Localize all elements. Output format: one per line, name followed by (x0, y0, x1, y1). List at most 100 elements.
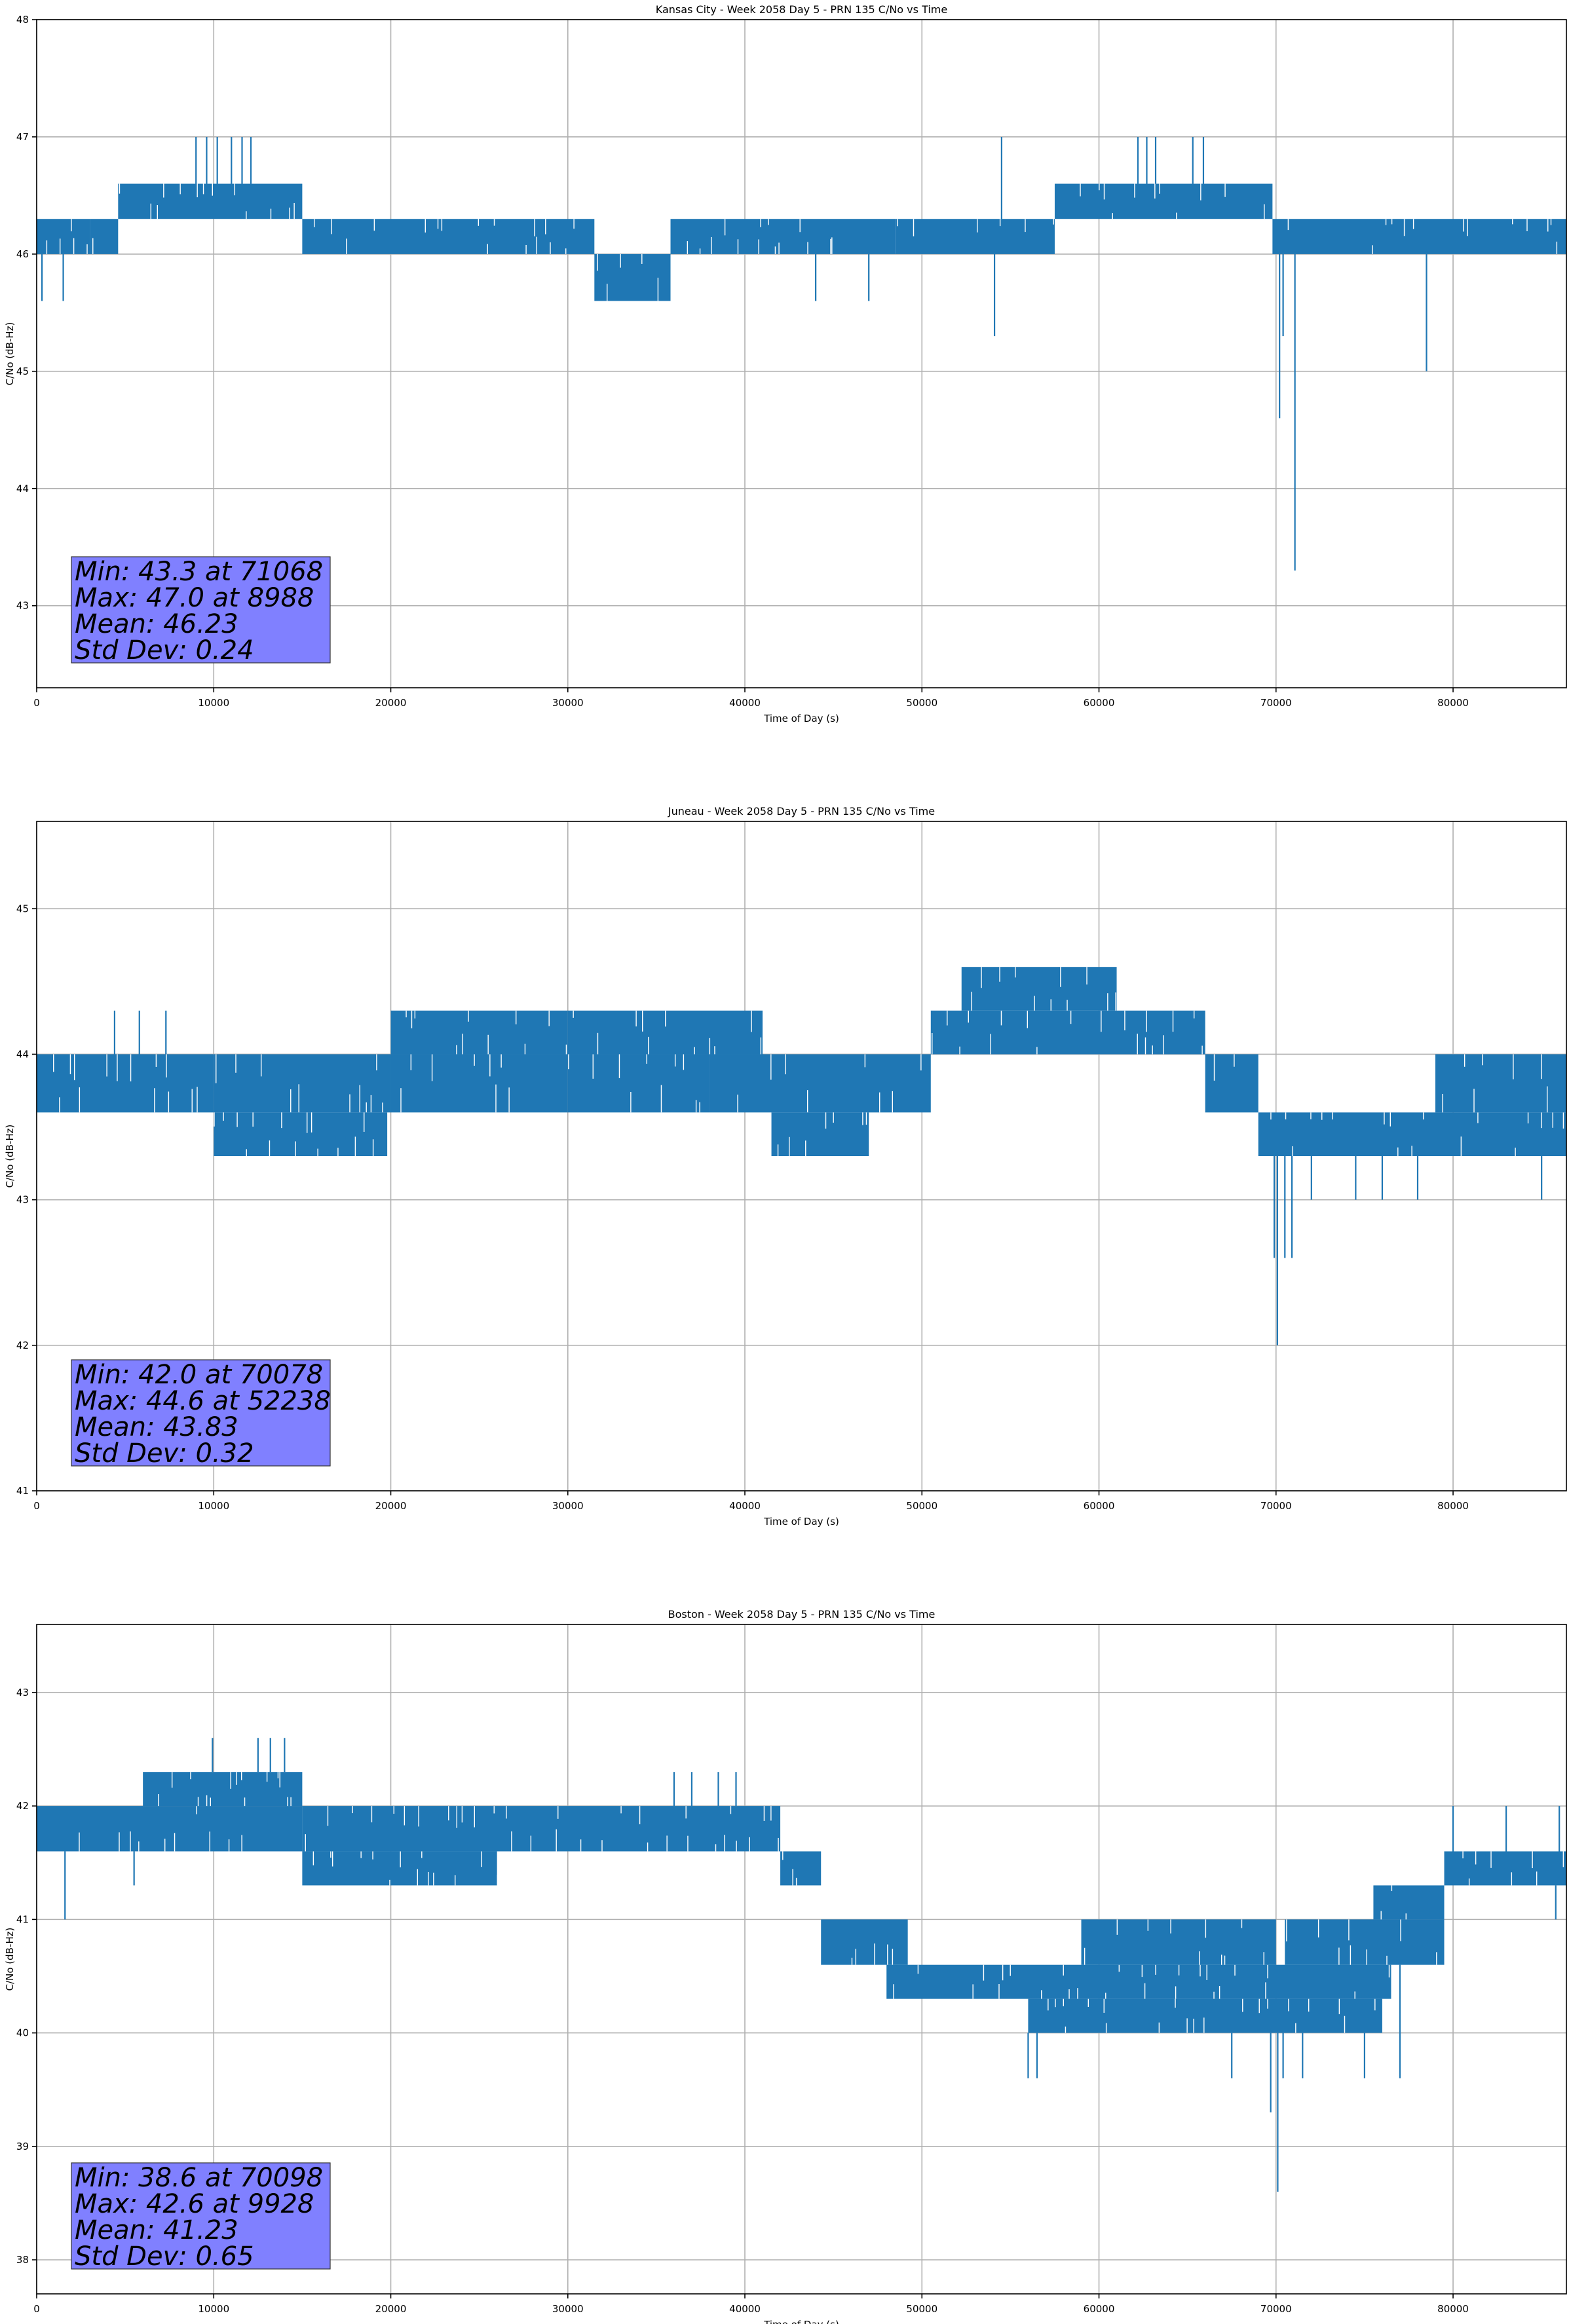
data-band (302, 1851, 497, 1886)
band-gap (404, 1806, 406, 1826)
y-tick-label: 48 (16, 14, 29, 26)
band-gap (1270, 1112, 1272, 1120)
band-gap (1462, 1851, 1464, 1859)
band-gap (1400, 1919, 1401, 1941)
band-gap (360, 1851, 362, 1858)
stats-line: Max: 44.6 at 52238 (75, 1386, 331, 1416)
band-gap (305, 1834, 306, 1852)
band-gap (642, 1010, 643, 1032)
band-gap (448, 1806, 449, 1821)
band-gap (1389, 1112, 1391, 1127)
band-gap (597, 1032, 599, 1055)
band-gap (456, 1045, 457, 1055)
band-gap (461, 1806, 463, 1823)
chart-panel-1: 0 10000 20000 30000 40000 50000 60000 70000 8000… (4, 3, 1567, 724)
band-gap (666, 1835, 668, 1852)
band-gap (887, 1944, 888, 1965)
data-band (90, 219, 119, 254)
band-gap (1065, 2026, 1067, 2033)
band-gap (493, 1806, 495, 1814)
x-tick-label: 60000 (1084, 2303, 1115, 2315)
band-gap (709, 1038, 711, 1055)
x-tick-label: 30000 (552, 2303, 584, 2315)
band-gap (1141, 1964, 1143, 1977)
band-gap (660, 1085, 662, 1113)
band-gap (382, 1102, 383, 1113)
axes-frame (36, 19, 1567, 688)
band-gap (1295, 2023, 1296, 2033)
band-gap (763, 1806, 765, 1821)
data-band (214, 1054, 391, 1113)
band-gap (1060, 967, 1061, 987)
band-gap (1386, 1955, 1388, 1965)
band-gap (580, 1839, 582, 1852)
x-tick-label: 50000 (906, 2303, 937, 2315)
band-gap (79, 1087, 81, 1113)
band-gap (241, 1835, 242, 1852)
data-band (390, 1054, 568, 1113)
y-tick-label: 39 (16, 2141, 29, 2152)
band-gap (1536, 1871, 1538, 1886)
band-gap (1103, 183, 1105, 200)
data-band (143, 1772, 303, 1807)
band-gap (1116, 1919, 1118, 1935)
band-gap (1482, 1054, 1483, 1066)
data-band (567, 1054, 709, 1113)
y-axis-label: C/No (dB-Hz) (4, 322, 16, 386)
band-gap (495, 1084, 497, 1113)
data-band (118, 183, 303, 219)
band-gap (565, 248, 567, 254)
x-tick-label: 10000 (198, 1500, 229, 1512)
band-gap (1562, 1112, 1564, 1129)
band-gap (1137, 1034, 1138, 1055)
band-gap (862, 1112, 863, 1125)
band-gap (354, 1136, 356, 1156)
band-gap (724, 1835, 725, 1852)
band-gap (1288, 1998, 1289, 2012)
band-gap (1405, 1913, 1407, 1920)
band-gap (317, 1148, 318, 1156)
data-band (1285, 1919, 1445, 1965)
band-gap (999, 967, 1000, 982)
band-gap (59, 1097, 60, 1113)
band-gap (1442, 1094, 1443, 1113)
band-gap (1286, 1919, 1287, 1941)
band-gap (1144, 1037, 1146, 1055)
data-band (895, 219, 1055, 254)
band-gap (252, 1112, 254, 1127)
band-gap (1159, 183, 1160, 194)
band-gap (1084, 1947, 1086, 1965)
x-tick-label: 70000 (1260, 2303, 1292, 2315)
band-gap (73, 238, 75, 254)
band-gap (1224, 183, 1226, 197)
chart-title: Kansas City - Week 2058 Day 5 - PRN 135 … (656, 3, 947, 16)
band-gap (1391, 1885, 1393, 1892)
data-band (1373, 1885, 1445, 1920)
data-band (302, 1806, 781, 1852)
band-gap (1241, 1919, 1243, 1928)
band-gap (1411, 1146, 1412, 1156)
chart-title: Boston - Week 2058 Day 5 - PRN 135 C/No … (668, 1608, 936, 1621)
data-band (1272, 219, 1566, 254)
x-tick-label: 80000 (1437, 697, 1469, 709)
band-gap (892, 1091, 894, 1113)
stats-line: Mean: 41.23 (75, 2215, 238, 2245)
band-gap (1063, 1998, 1064, 2006)
band-gap (1350, 1945, 1352, 1965)
data-band (1205, 1054, 1258, 1113)
band-gap (1285, 1112, 1287, 1119)
x-tick-label: 0 (33, 697, 40, 709)
stats-line: Std Dev: 0.65 (75, 2241, 254, 2272)
band-gap (565, 1044, 567, 1055)
x-tick-label: 0 (33, 1500, 40, 1512)
data-band (670, 219, 896, 254)
x-tick-label: 50000 (906, 1500, 937, 1512)
band-gap (289, 207, 290, 219)
band-gap (959, 1046, 960, 1055)
band-gap (1134, 183, 1135, 198)
band-gap (737, 1095, 738, 1113)
stats-line: Max: 47.0 at 8988 (75, 583, 314, 613)
axes-frame (36, 1624, 1567, 2295)
band-gap (1464, 1054, 1465, 1067)
band-gap (1473, 1089, 1475, 1113)
